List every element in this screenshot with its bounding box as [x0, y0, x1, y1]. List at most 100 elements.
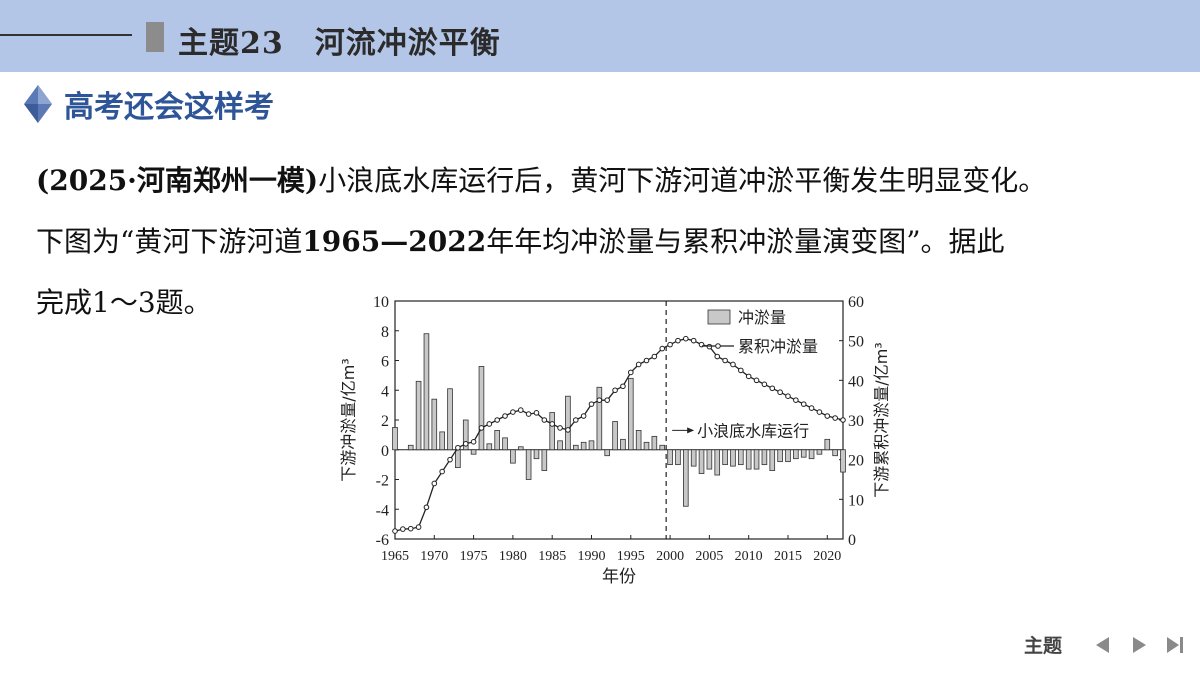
cumulative-point	[431, 480, 438, 487]
question-source: (2025·河南郑州一模)	[36, 164, 319, 197]
x-tick-label: 2010	[735, 549, 763, 564]
bar	[659, 444, 666, 451]
cumulative-point	[447, 456, 453, 463]
cumulative-point	[462, 441, 469, 447]
cumulative-point	[549, 421, 555, 427]
section-heading: 高考还会这样考	[24, 84, 274, 125]
bar	[470, 449, 477, 455]
cumulative-point	[486, 421, 493, 427]
bar	[808, 449, 815, 460]
cumulative-point	[533, 410, 540, 416]
section-label: 高考还会这样考	[64, 90, 274, 125]
cumulative-point	[415, 524, 422, 530]
y-left-tick-label: -6	[376, 532, 389, 549]
topic-link[interactable]: 主题	[1023, 635, 1062, 657]
bar	[738, 449, 744, 466]
annotation-label: 小浪底水库运行	[697, 421, 809, 440]
y-left-tick-label: 2	[381, 413, 389, 430]
last-page-icon	[1167, 636, 1183, 653]
y-left-tick-label: 6	[381, 354, 389, 371]
bar	[643, 441, 650, 451]
diamond-icon	[24, 85, 52, 123]
legend-line-marker	[715, 343, 721, 349]
bar	[588, 440, 595, 451]
next-icon	[1133, 636, 1146, 653]
bar	[745, 449, 752, 470]
annotation-arrowhead	[687, 427, 695, 434]
bar	[635, 430, 642, 451]
x-tick-label: 1970	[420, 549, 448, 564]
bar	[714, 449, 721, 476]
legend-bar-label: 冲淤量	[738, 308, 786, 327]
bar	[840, 449, 846, 473]
question-years: 1965—2022	[302, 225, 487, 258]
cumulative-point	[580, 413, 587, 419]
cumulative-point	[557, 425, 563, 431]
bar	[462, 419, 469, 451]
y-right-tick-label: 40	[848, 373, 864, 390]
bar	[455, 449, 461, 469]
sediment-chart: -6 -4 -2 0 2 4 6 8 10 0 10 20 30 40 50 60 1965 1970 1975 19…	[339, 294, 891, 587]
header-marker	[146, 22, 164, 52]
cumulative-point	[769, 385, 776, 392]
cumulative-point	[572, 417, 579, 423]
cumulative-point	[478, 425, 485, 431]
question-text: (2025·河南郑州一模)小浪底水库运行后，黄河下游河道冲淤平衡发生明显变化。 …	[36, 150, 1176, 333]
question-line-1-text: 小浪底水库运行后，黄河下游河道冲淤平衡发生明显变化。	[318, 164, 1047, 197]
bar	[541, 449, 548, 471]
bar	[478, 366, 485, 451]
bar	[525, 449, 532, 480]
last-button[interactable]	[1164, 634, 1186, 656]
cumulative-point	[793, 397, 799, 403]
cumulative-point	[690, 337, 697, 344]
cumulative-point	[400, 526, 406, 532]
x-tick-label: 1980	[499, 549, 527, 564]
bar	[486, 443, 493, 451]
question-line-3: 完成1～3题。	[36, 286, 212, 319]
bar	[793, 449, 799, 460]
cumulative-point	[667, 341, 673, 348]
x-tick-label: 1985	[538, 549, 566, 564]
y-left-tick-label: 4	[381, 383, 389, 400]
cumulative-point	[407, 525, 414, 532]
cumulative-point	[753, 377, 760, 384]
y-right-tick-label: 60	[848, 294, 864, 311]
bar	[549, 412, 555, 451]
cumulative-point	[455, 444, 461, 451]
x-tick-label: 2000	[656, 549, 684, 564]
bar	[423, 333, 430, 451]
y-right-axis-label: 下游累积冲淤量/亿m³	[872, 342, 891, 497]
bar	[832, 449, 838, 457]
bar	[698, 449, 705, 474]
bar	[502, 437, 508, 451]
cumulative-point	[730, 361, 736, 368]
y-right-tick-label: 50	[848, 334, 864, 351]
bar	[431, 398, 438, 451]
cumulative-point	[785, 393, 791, 399]
cumulative-point	[612, 387, 618, 394]
cumulative-point	[541, 417, 548, 423]
cumulative-point	[620, 383, 626, 390]
cumulative-point	[683, 335, 689, 342]
bar	[510, 449, 516, 464]
cumulative-point	[808, 405, 815, 411]
x-tick-label: 1995	[617, 549, 645, 564]
bar	[777, 449, 783, 463]
x-tick-label: 1975	[460, 549, 488, 564]
bar	[439, 431, 445, 451]
bar	[706, 449, 713, 470]
y-left-tick-label: 0	[381, 443, 389, 460]
bar	[761, 449, 768, 466]
slide-navigation: 主题	[1024, 631, 1186, 658]
y-right-tick-label: 30	[848, 413, 864, 430]
cumulative-point	[745, 373, 752, 380]
cumulative-point	[840, 417, 846, 423]
cumulative-point	[392, 528, 398, 534]
next-button[interactable]	[1128, 634, 1150, 656]
cumulative-point	[832, 415, 838, 421]
bar	[415, 380, 422, 451]
bar	[800, 449, 807, 458]
prev-button[interactable]	[1092, 634, 1114, 656]
bar	[620, 438, 626, 451]
cumulative-point	[738, 367, 744, 374]
